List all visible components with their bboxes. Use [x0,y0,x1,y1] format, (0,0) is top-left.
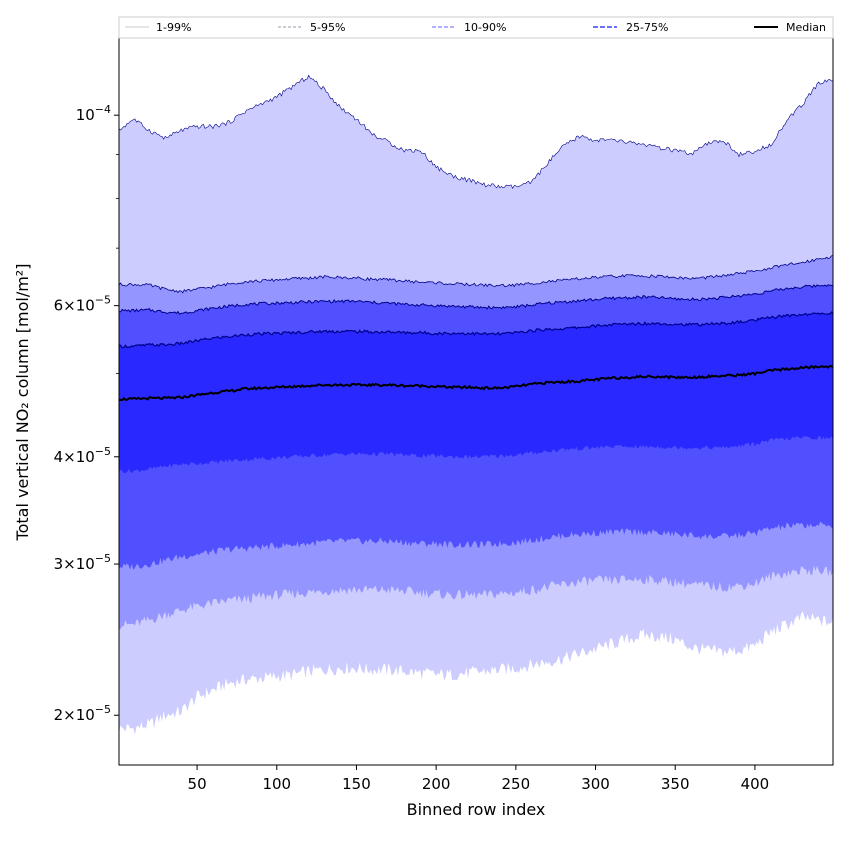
legend-1-99-label: 1-99% [156,21,191,34]
x-tick-label: 300 [581,775,610,793]
y-axis-label: Total vertical NO₂ column [mol/m²] [13,264,32,542]
y-axis: 2×10−5 3×10−5 4×10−5 6×10−5 10−4 [54,103,119,724]
x-tick-label: 200 [422,775,451,793]
legend-frame [118,16,834,39]
y-tick-label: 4×10−5 [54,445,111,466]
p99-line [119,74,833,190]
legend: 1-99% 5-95% 10-90% 25-75% Median [118,16,834,39]
x-tick-label: 400 [741,775,770,793]
x-tick-label: 150 [342,775,371,793]
x-tick-label: 50 [188,775,207,793]
x-tick-label: 350 [661,775,690,793]
line-group [119,74,833,402]
x-axis: 50 100 150 200 250 300 350 400 [188,765,770,793]
band-group [119,75,833,735]
y-tick-label: 6×10−5 [54,294,111,315]
legend-5-95-label: 5-95% [310,21,345,34]
legend-median-label: Median [786,21,826,34]
legend-10-90-label: 10-90% [464,21,506,34]
median-line [119,364,833,402]
x-tick-label: 250 [502,775,531,793]
x-tick-label: 100 [262,775,291,793]
legend-25-75-label: 25-75% [626,21,668,34]
p75-line [119,311,833,349]
p95-line [119,255,833,294]
y-tick-label: 10−4 [76,103,111,124]
band-25-75 [119,312,833,474]
p90-line [119,284,833,315]
y-tick-label: 3×10−5 [54,552,111,573]
x-axis-label: Binned row index [407,800,546,819]
y-tick-label: 2×10−5 [54,703,111,724]
